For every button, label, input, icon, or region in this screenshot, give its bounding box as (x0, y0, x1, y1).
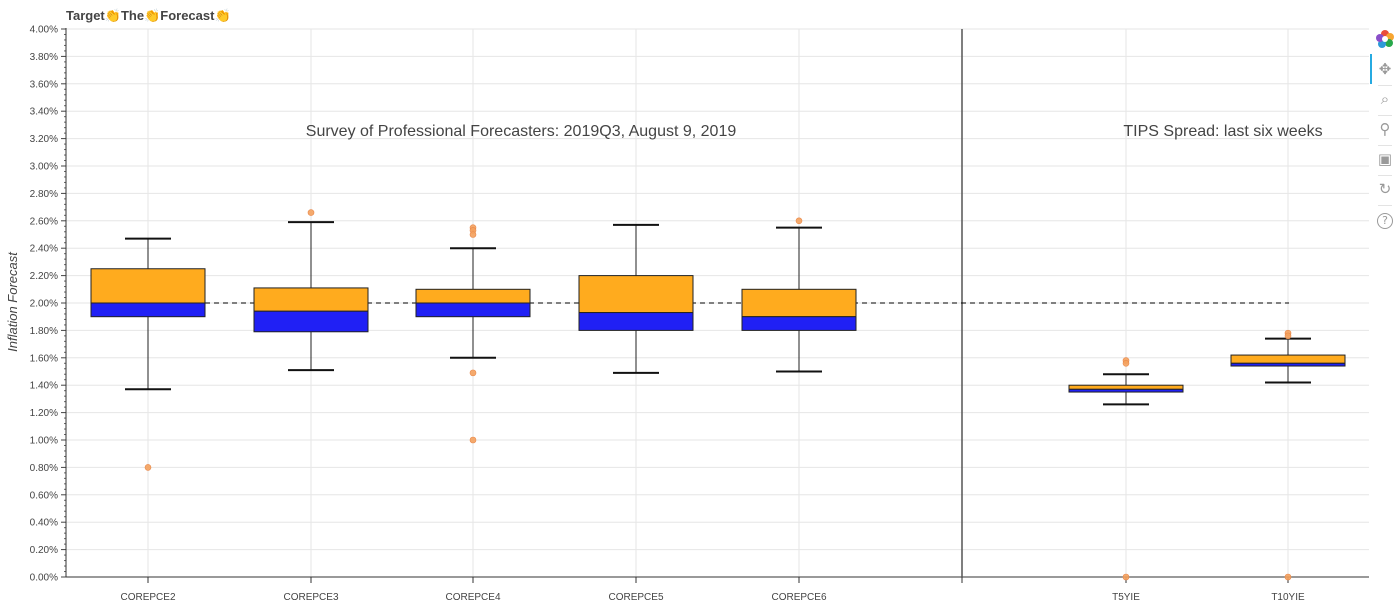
y-tick-label: 3.80% (30, 52, 58, 63)
reset-icon[interactable]: ↻ (1378, 180, 1392, 198)
box-corepce5 (578, 223, 694, 374)
toolbar-separator (1378, 85, 1392, 86)
y-tick-label: 1.80% (30, 326, 58, 337)
y-tick-label: 2.80% (30, 189, 58, 200)
outlier-point (1284, 332, 1292, 340)
annotation-tips: TIPS Spread: last six weeks (1123, 123, 1322, 140)
outlier-point (144, 464, 152, 471)
box-upper (578, 275, 694, 314)
box-upper (1230, 354, 1346, 364)
y-tick-label: 0.60% (30, 490, 58, 501)
y-tick-label: 3.60% (30, 79, 58, 90)
x-tick-label: COREPCE4 (445, 592, 500, 600)
y-tick-label: 4.00% (30, 25, 58, 36)
box-lower (415, 302, 531, 318)
chart-title: Target👏The👏Forecast👏 (66, 8, 231, 23)
y-tick-label: 0.00% (30, 573, 58, 584)
bokeh-logo-icon[interactable] (1374, 28, 1396, 50)
y-tick-label: 3.40% (30, 107, 58, 118)
y-tick-label: 1.00% (30, 436, 58, 447)
box-corepce6 (741, 217, 857, 373)
outlier-point (307, 209, 315, 216)
axes: 0.00% 0.20% 0.40% 0.60% 0.80% 1.00% 1.20% 1.40%… (30, 25, 1369, 600)
y-tick-label: 2.00% (30, 299, 58, 310)
x-tick-label: T5YIE (1112, 592, 1140, 600)
active-tool-indicator (1370, 54, 1372, 84)
outlier-point (1284, 573, 1292, 581)
bokeh-logo-svg (1376, 30, 1394, 48)
box-lower (578, 312, 694, 331)
x-tick-label: COREPCE2 (120, 592, 175, 600)
annotations: Survey of Professional Forecasters: 2019… (306, 123, 1323, 140)
y-tick-label: 1.20% (30, 408, 58, 419)
x-tick-label: COREPCE5 (608, 592, 663, 600)
y-axis-label: Inflation Forecast (5, 251, 20, 352)
box-lower (1230, 362, 1346, 367)
toolbar-separator (1378, 115, 1392, 116)
boxes (90, 209, 1346, 581)
box-corepce4 (415, 224, 531, 444)
box-t10yie (1230, 329, 1346, 581)
box-upper (90, 268, 206, 304)
box-upper (1068, 384, 1184, 390)
x-tick-label: T10YIE (1271, 592, 1305, 600)
box-corepce2 (90, 237, 206, 471)
save-icon[interactable]: ▣ (1377, 150, 1393, 168)
y-tick-label: 1.60% (30, 353, 58, 364)
outlier-point (1122, 573, 1130, 581)
y-tick-label: 0.40% (30, 518, 58, 529)
box-lower (90, 302, 206, 318)
y-tick-label: 3.20% (30, 134, 58, 145)
toolbar-separator (1378, 145, 1392, 146)
pan-icon[interactable]: ✥ (1378, 60, 1392, 78)
help-icon[interactable]: ? (1374, 210, 1396, 232)
x-tick-label: COREPCE3 (283, 592, 338, 600)
y-tick-label: 3.00% (30, 162, 58, 173)
x-tick-label: COREPCE6 (771, 592, 826, 600)
toolbar-separator (1378, 175, 1392, 176)
box-upper (415, 288, 531, 304)
y-tick-label: 0.20% (30, 545, 58, 556)
toolbar-separator (1378, 205, 1392, 206)
box-zoom-icon[interactable]: ⌕ (1380, 90, 1390, 108)
outlier-point (469, 231, 477, 238)
box-lower (1068, 388, 1184, 393)
wheel-zoom-icon[interactable]: ⚲ (1379, 120, 1391, 138)
y-tick-label: 2.20% (30, 271, 58, 282)
box-corepce3 (253, 209, 369, 372)
y-tick-label: 1.40% (30, 381, 58, 392)
box-upper (253, 287, 369, 312)
box-lower (741, 316, 857, 331)
annotation-spf: Survey of Professional Forecasters: 2019… (306, 123, 737, 140)
outlier-point (795, 217, 803, 225)
box-upper (741, 288, 857, 318)
y-tick-label: 0.80% (30, 463, 58, 474)
outlier-point (469, 369, 477, 377)
y-tick-label: 2.40% (30, 244, 58, 255)
plot-toolbar: ✥ ⌕ ⚲ ▣ ↻? (1370, 26, 1400, 246)
outlier-point (469, 436, 477, 444)
box-t5yie (1068, 357, 1184, 581)
outlier-point (1122, 359, 1130, 367)
y-tick-label: 2.60% (30, 216, 58, 227)
box-lower (253, 310, 369, 333)
